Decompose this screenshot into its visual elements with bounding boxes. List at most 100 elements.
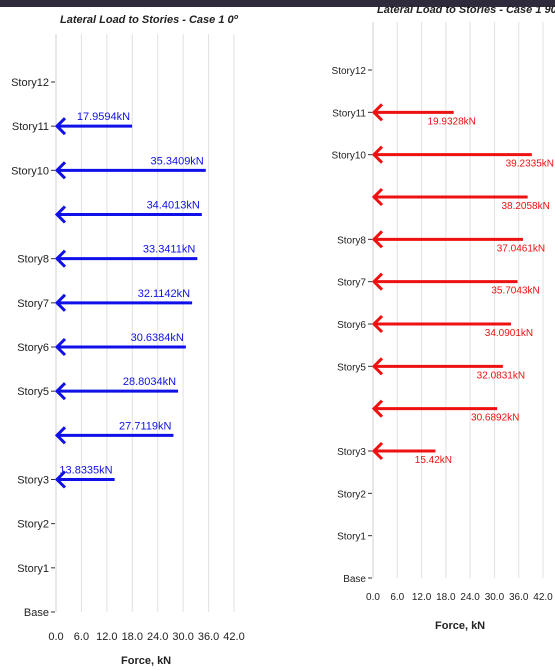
- right-y-tick-label-0: Story12: [332, 66, 367, 77]
- right-arrow-head-1: [371, 103, 384, 122]
- right-y-tick-label-1: Story11: [332, 108, 366, 119]
- left-value-label-6: 30.6384kN: [131, 332, 184, 344]
- left-arrow-bar-6: [54, 337, 186, 357]
- right-x-tick-label-4: 24.0: [460, 592, 480, 603]
- right-arrow-head-9: [371, 441, 384, 461]
- right-x-tick-label-7: 42.0: [533, 592, 553, 603]
- left-arrow-head-7: [54, 382, 67, 401]
- window-top-bar: [0, 0, 555, 7]
- right-value-label-3: 38.2058kN: [501, 201, 549, 212]
- left-arrow-bar-5: [54, 293, 193, 312]
- left-value-label-1: 17.9594kN: [77, 111, 130, 123]
- right-arrow-head-3: [371, 187, 384, 207]
- right-value-label-9: 15.42kN: [415, 455, 452, 466]
- right-x-tick-label-1: 6.0: [390, 592, 404, 603]
- right-arrow-head-6: [371, 314, 384, 334]
- right-y-tick-label-9: Story3: [337, 447, 366, 458]
- chart-panel-right: Lateral Load to Stories - Case 1 90 Stor…: [280, 0, 555, 671]
- right-value-label-2: 39.2335kN: [506, 159, 554, 170]
- left-y-tick-label-7: Story5: [17, 386, 49, 398]
- left-arrow-head-9: [54, 470, 67, 489]
- left-arrow-head-3: [54, 205, 67, 224]
- left-x-tick-label-6: 36.0: [198, 631, 219, 643]
- right-y-tick-label-7: Story5: [337, 362, 366, 373]
- right-value-label-6: 34.0901kN: [485, 328, 533, 339]
- right-arrow-bar-8: [371, 399, 498, 418]
- x-axis-label-left: Force, kN: [121, 655, 172, 667]
- left-arrow-bar-2: [54, 161, 206, 180]
- left-y-tick-label-12: Base: [24, 607, 49, 619]
- right-y-tick-label-6: Story6: [337, 320, 366, 331]
- right-y-tick-label-5: Story7: [337, 278, 366, 289]
- left-value-label-3: 34.4013kN: [147, 200, 200, 212]
- right-arrow-bar-4: [371, 230, 523, 249]
- left-arrow-bar-9: [54, 470, 115, 489]
- left-y-tick-label-4: Story8: [17, 254, 49, 266]
- left-x-tick-label-0: 0.0: [48, 631, 63, 643]
- right-y-tick-label-11: Story1: [337, 532, 366, 543]
- left-arrow-head-5: [54, 293, 67, 312]
- chart-left-plot: Story12 Story11 Story10 Story8 Story7 Story6 S…: [11, 34, 245, 643]
- left-arrow-head-6: [54, 337, 67, 357]
- right-y-tick-label-12: Base: [343, 574, 366, 585]
- right-arrow-bar-9: [371, 441, 436, 461]
- right-x-tick-label-2: 12.0: [412, 592, 432, 603]
- right-value-label-8: 30.6892kN: [471, 413, 519, 424]
- left-x-tick-label-4: 24.0: [147, 631, 168, 643]
- left-arrow-head-8: [54, 426, 67, 445]
- right-value-label-4: 37.0461kN: [497, 243, 545, 254]
- right-arrow-bar-2: [371, 145, 532, 164]
- right-arrow-bar-3: [371, 187, 528, 207]
- left-y-tick-label-6: Story6: [17, 342, 49, 354]
- chart-panel-left: Lateral Load to Stories - Case 1 0º Stor…: [11, 14, 245, 667]
- right-y-tick-label-10: Story2: [337, 489, 366, 500]
- left-arrow-bar-3: [54, 205, 202, 224]
- left-x-tick-label-3: 18.0: [122, 631, 143, 643]
- right-arrow-bar-6: [371, 314, 511, 334]
- left-value-label-9: 13.8335kN: [59, 465, 112, 477]
- right-x-tick-label-3: 18.0: [436, 592, 456, 603]
- chart-right-plot: Story12 Story11 Story10 Story8 Story7 Story6 S…: [332, 22, 554, 603]
- left-value-label-7: 28.8034kN: [123, 376, 176, 388]
- right-x-tick-label-5: 30.0: [485, 592, 505, 603]
- left-value-label-4: 33.3411kN: [143, 244, 195, 256]
- left-x-tick-label-2: 12.0: [96, 631, 117, 643]
- left-x-tick-label-5: 30.0: [172, 631, 193, 643]
- right-x-tick-label-0: 0.0: [366, 592, 380, 603]
- left-y-tick-label-2: Story10: [11, 165, 49, 177]
- right-arrow-bar-1: [371, 103, 454, 122]
- right-arrow-head-5: [371, 272, 384, 291]
- right-value-label-7: 32.0831kN: [477, 370, 525, 381]
- left-y-tick-label-9: Story3: [17, 475, 49, 487]
- left-arrow-head-1: [54, 117, 67, 136]
- left-arrow-bar-7: [54, 382, 179, 401]
- right-arrow-head-8: [371, 399, 384, 418]
- right-value-label-1: 19.9328kN: [427, 116, 475, 127]
- left-y-tick-label-10: Story2: [17, 519, 49, 531]
- left-arrow-head-2: [54, 161, 67, 180]
- left-arrow-head-4: [54, 249, 67, 268]
- right-x-tick-label-6: 36.0: [509, 592, 529, 603]
- left-y-tick-label-1: Story11: [12, 121, 49, 133]
- left-value-label-8: 27.7119kN: [119, 420, 171, 432]
- left-value-label-2: 35.3409kN: [151, 155, 204, 167]
- right-arrow-head-7: [371, 357, 384, 376]
- left-y-tick-label-0: Story12: [11, 77, 49, 89]
- right-arrow-head-4: [371, 230, 384, 249]
- right-value-label-5: 35.7043kN: [491, 286, 539, 297]
- right-y-tick-label-4: Story8: [337, 235, 366, 246]
- left-x-tick-label-1: 6.0: [74, 631, 89, 643]
- left-y-tick-label-11: Story1: [17, 563, 49, 575]
- x-axis-label-right: Force, kN: [435, 620, 486, 632]
- right-y-tick-label-2: Story10: [332, 151, 367, 162]
- left-arrow-bar-1: [54, 117, 133, 136]
- chart-title-right: Lateral Load to Stories - Case 1 90: [377, 4, 555, 16]
- right-arrow-head-2: [371, 145, 384, 164]
- left-arrow-bar-8: [54, 426, 174, 445]
- left-x-tick-label-7: 42.0: [223, 631, 244, 643]
- right-arrow-bar-5: [371, 272, 518, 291]
- left-arrow-bar-4: [54, 249, 198, 268]
- left-y-tick-label-5: Story7: [17, 298, 49, 310]
- left-value-label-5: 32.1142kN: [138, 288, 190, 300]
- right-arrow-bar-7: [371, 357, 503, 376]
